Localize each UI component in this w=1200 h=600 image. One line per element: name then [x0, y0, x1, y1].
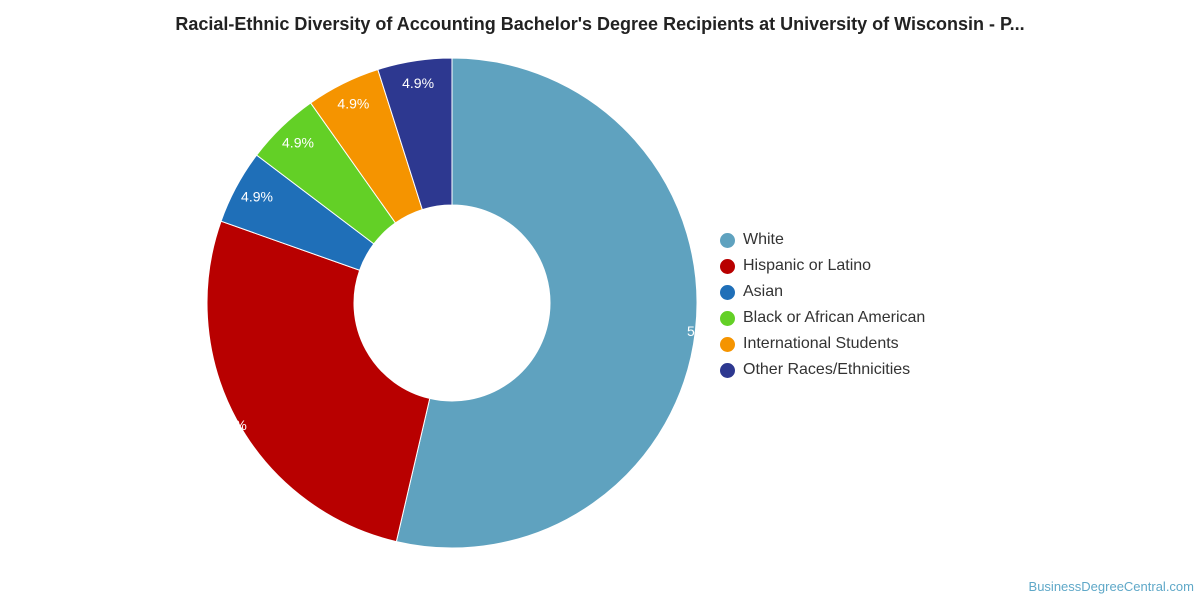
legend-item[interactable]: Asian [720, 279, 925, 305]
legend-label: White [743, 231, 784, 248]
legend-swatch [720, 284, 735, 300]
slice-value-label: 4.9% [337, 95, 369, 111]
legend-item[interactable]: Black or African American [720, 305, 925, 331]
slice-value-label: 53.7% [687, 323, 727, 339]
legend-swatch [720, 310, 735, 326]
legend-swatch [720, 336, 735, 352]
slice-hispanic-or-latino[interactable] [206, 220, 431, 543]
slice-value-label: 26.8% [207, 417, 247, 433]
legend-item[interactable]: White [720, 227, 925, 253]
slice-white[interactable] [395, 57, 698, 549]
legend-label: Black or African American [743, 309, 926, 326]
legend-swatch [720, 232, 735, 248]
chart-title: Racial-Ethnic Diversity of Accounting Ba… [175, 14, 1025, 34]
legend-label: Hispanic or Latino [743, 257, 872, 274]
slice-value-label: 4.9% [402, 75, 434, 91]
legend-label: International Students [743, 335, 899, 352]
legend-item[interactable]: International Students [720, 331, 925, 357]
legend-item[interactable]: Other Races/Ethnicities [720, 357, 925, 383]
legend-label: Asian [743, 283, 784, 300]
legend-swatch [720, 258, 735, 274]
legend-item[interactable]: Hispanic or Latino [720, 253, 925, 279]
legend-label: Other Races/Ethnicities [743, 361, 911, 378]
slice-value-label: 4.9% [282, 135, 314, 151]
slice-value-label: 4.9% [241, 189, 273, 205]
slice-other-races-ethnicities[interactable] [377, 57, 453, 211]
footer-credit[interactable]: BusinessDegreeCentral.com [1028, 579, 1194, 594]
chart-legend: White Hispanic or Latino Asian Black or Afr… [720, 227, 925, 383]
legend-swatch [720, 362, 735, 378]
